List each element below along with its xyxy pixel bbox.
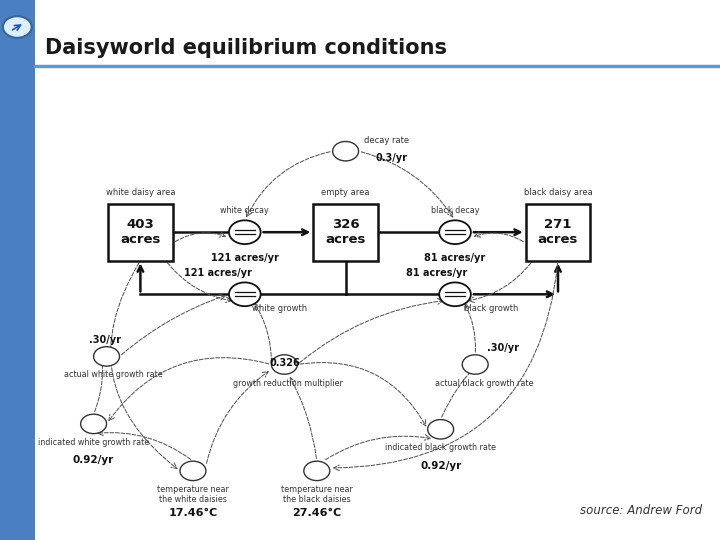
Text: 0.326: 0.326 [269, 358, 300, 368]
Text: actual black growth rate: actual black growth rate [435, 379, 533, 388]
Text: temperature near
the white daisies: temperature near the white daisies [157, 485, 229, 504]
Text: white daisy area: white daisy area [106, 188, 175, 197]
Circle shape [229, 220, 261, 244]
Text: white decay: white decay [220, 206, 269, 215]
Circle shape [428, 420, 454, 439]
Text: 17.46°C: 17.46°C [168, 508, 217, 518]
Bar [0, 0, 35, 540]
Text: 0.92/yr: 0.92/yr [420, 461, 462, 471]
Circle shape [271, 355, 297, 374]
Circle shape [3, 16, 32, 38]
Circle shape [81, 414, 107, 434]
Text: 81 acres/yr: 81 acres/yr [406, 268, 468, 278]
FancyBboxPatch shape [313, 204, 378, 261]
Text: actual white growth rate: actual white growth rate [64, 370, 163, 380]
Text: 403
acres: 403 acres [120, 218, 161, 246]
Text: 0.92/yr: 0.92/yr [73, 455, 114, 465]
Text: empty area: empty area [321, 188, 370, 197]
Text: 326
acres: 326 acres [325, 218, 366, 246]
Text: decay rate: decay rate [364, 136, 409, 145]
Circle shape [462, 355, 488, 374]
Text: black daisy area: black daisy area [523, 188, 593, 197]
Text: growth reduction multiplier: growth reduction multiplier [233, 379, 343, 388]
Text: Daisyworld equilibrium conditions: Daisyworld equilibrium conditions [45, 37, 446, 58]
Text: black decay: black decay [431, 206, 480, 215]
FancyBboxPatch shape [526, 204, 590, 261]
Text: source: Andrew Ford: source: Andrew Ford [580, 504, 702, 517]
Text: 0.3/yr: 0.3/yr [376, 153, 408, 164]
Circle shape [333, 141, 359, 161]
Text: 121 acres/yr: 121 acres/yr [184, 268, 251, 278]
Circle shape [304, 461, 330, 481]
Circle shape [439, 282, 471, 306]
Text: .30/yr: .30/yr [89, 334, 121, 345]
FancyBboxPatch shape [108, 204, 173, 261]
Circle shape [439, 220, 471, 244]
Text: 27.46°C: 27.46°C [292, 508, 341, 518]
Text: indicated white growth rate: indicated white growth rate [38, 438, 149, 447]
Text: .30/yr: .30/yr [487, 342, 518, 353]
Circle shape [180, 461, 206, 481]
Text: 81 acres/yr: 81 acres/yr [424, 253, 486, 263]
Text: temperature near
the black daisies: temperature near the black daisies [281, 485, 353, 504]
Text: white growth: white growth [252, 304, 307, 313]
Text: black growth: black growth [464, 304, 518, 313]
Circle shape [229, 282, 261, 306]
Circle shape [94, 347, 120, 366]
Text: 121 acres/yr: 121 acres/yr [211, 253, 279, 263]
Text: indicated black growth rate: indicated black growth rate [385, 443, 496, 453]
Text: 271
acres: 271 acres [538, 218, 578, 246]
